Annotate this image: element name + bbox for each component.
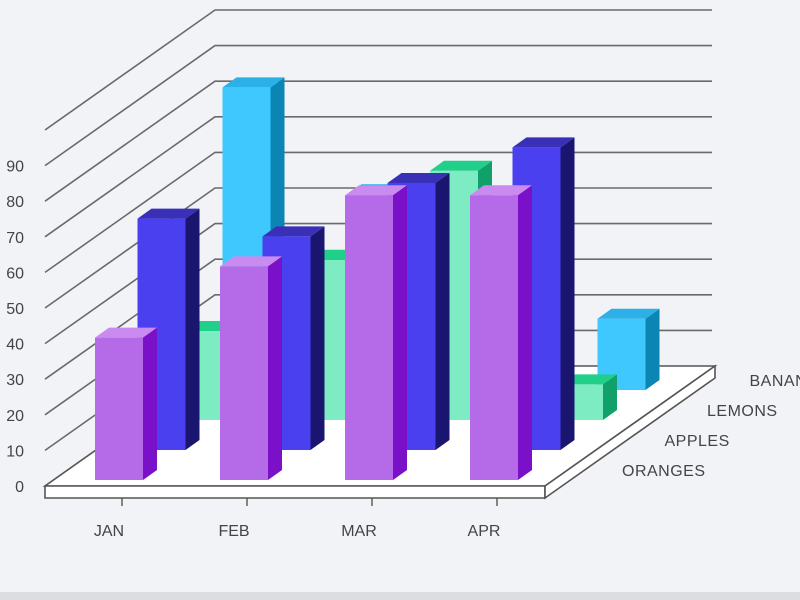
bar-oranges-feb <box>220 256 282 480</box>
gridline <box>44 116 712 238</box>
y-axis-tick-labels: 0 10 20 30 40 50 60 70 80 90 <box>6 159 24 496</box>
y-tick-label: 50 <box>6 301 24 318</box>
floor-front-edge <box>44 485 546 499</box>
y-tick-label: 70 <box>6 230 24 247</box>
x-category-label: MAR <box>341 523 377 540</box>
y-tick-label: 40 <box>6 337 24 354</box>
y-tick-label: 20 <box>6 408 24 425</box>
y-tick-label: 0 <box>15 479 24 496</box>
y-tick-label: 90 <box>6 159 24 176</box>
bar-oranges-apr <box>470 185 532 480</box>
floor-side-edge <box>544 364 716 500</box>
y-tick-label: 80 <box>6 194 24 211</box>
gridline <box>44 44 712 167</box>
series-label-lemons: LEMONS <box>707 403 778 420</box>
y-tick-label: 30 <box>6 372 24 389</box>
bars <box>95 77 660 480</box>
gridline <box>44 80 712 202</box>
series-label-apples: APPLES <box>665 433 730 450</box>
x-category-label: FEB <box>218 523 249 540</box>
series-label-oranges: ORANGES <box>622 463 706 480</box>
x-axis-category-labels: JAN FEB MAR APR <box>94 523 501 540</box>
series-label-bananas: BANANAS <box>750 373 800 390</box>
bar-oranges-jan <box>95 327 157 480</box>
series-depth-labels: ORANGES APPLES LEMONS BANANAS <box>622 373 800 480</box>
x-category-label: JAN <box>94 523 124 540</box>
y-tick-label: 60 <box>6 265 24 282</box>
y-tick-label: 10 <box>6 443 24 460</box>
gridline <box>44 9 712 131</box>
bar-oranges-mar <box>345 185 407 480</box>
bottom-scrollbar <box>0 592 800 600</box>
x-category-label: APR <box>468 523 501 540</box>
